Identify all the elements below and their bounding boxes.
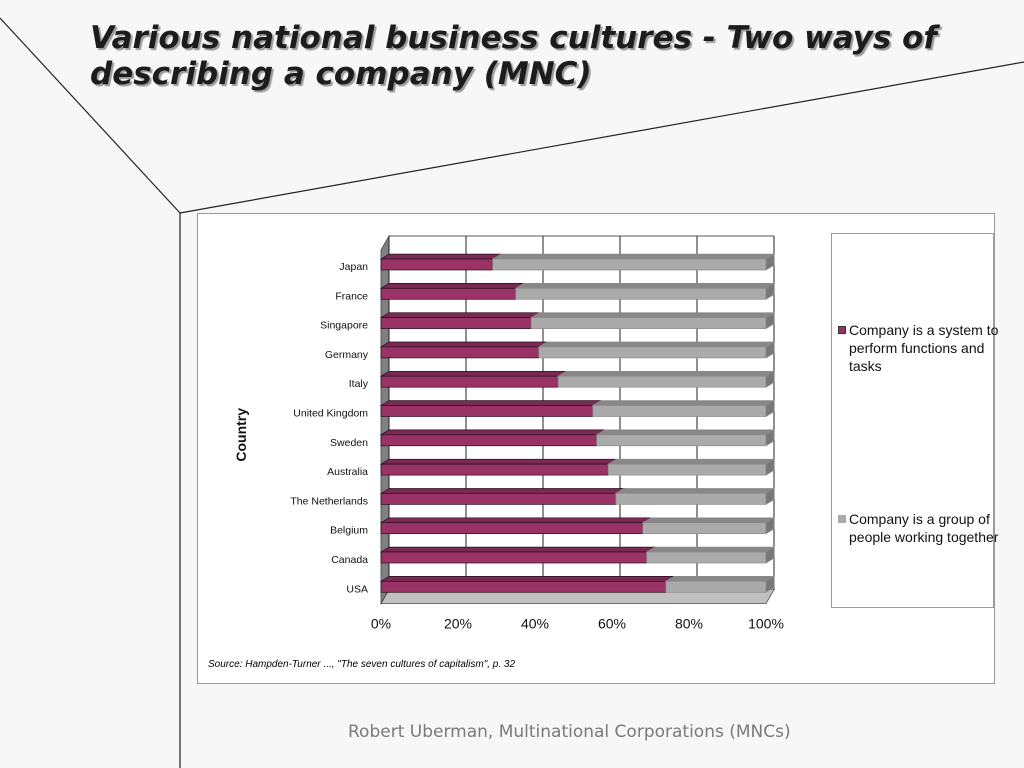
slide-footer: Robert Uberman, Multinational Corporatio… (348, 722, 791, 742)
bar-top-face (379, 370, 568, 377)
category-label: USA (346, 583, 368, 595)
bar-top-face (591, 400, 776, 406)
bar (665, 580, 767, 593)
bar (380, 551, 647, 564)
bar-top-face (379, 488, 626, 494)
legend-label-system: Company is a system to perform functions… (849, 322, 999, 374)
bar-top-face (556, 370, 776, 377)
category-label: Japan (339, 261, 368, 273)
bar-end-face (765, 487, 775, 506)
bar-end-face (765, 429, 775, 447)
bar (607, 463, 767, 476)
x-tick-label: 40% (521, 616, 549, 632)
bar (596, 434, 767, 447)
bar (380, 375, 559, 388)
bar-top-face (529, 312, 776, 318)
category-label: France (335, 290, 368, 302)
bar-top-face (664, 576, 776, 582)
bar-top-face (379, 546, 656, 553)
bar-top-face (645, 546, 776, 553)
bar-end-face (765, 517, 775, 535)
bar-top-face (606, 458, 776, 465)
slide-title: Various national business cultures - Two… (90, 20, 937, 92)
bar-top-face (514, 283, 776, 289)
bar-top-face (379, 283, 525, 289)
bar-top-face (379, 253, 502, 260)
bar-end-face (765, 399, 775, 418)
bar-top-face (641, 517, 776, 524)
bar (646, 551, 767, 564)
bar-top-face (595, 429, 776, 436)
bar (530, 317, 767, 329)
bar-end-face (765, 282, 775, 300)
bar (380, 580, 667, 593)
bar (492, 258, 767, 271)
bar-top-face (491, 253, 776, 260)
bar (380, 317, 532, 329)
category-label: Australia (327, 466, 368, 478)
category-label: United Kingdom (293, 408, 368, 420)
bar-top-face (379, 312, 541, 318)
category-label: Germany (325, 349, 369, 361)
bar (380, 434, 597, 447)
bar (380, 258, 494, 271)
legend-label-group: Company is a group of people working tog… (849, 511, 999, 545)
bar-chart: Japan France Singapore Germany Italy United K… (233, 234, 784, 632)
bar (380, 522, 644, 535)
bar-end-face (765, 253, 775, 271)
bar-end-face (765, 458, 775, 476)
category-label: Belgium (330, 525, 368, 537)
bar (615, 493, 767, 505)
x-tick-label: 0% (371, 616, 391, 632)
bar (642, 522, 767, 535)
bar-end-face (765, 312, 775, 330)
x-tick-label: 80% (675, 616, 703, 632)
category-label: Canada (331, 554, 368, 566)
y-axis-title: Country (233, 408, 249, 462)
x-tick-label: 60% (598, 616, 626, 632)
bar-top-face (537, 341, 776, 348)
chart-legend: Company is a system to perform functions… (831, 233, 998, 608)
bar (380, 346, 540, 359)
bar-end-face (765, 575, 775, 593)
chart-panel: Japan France Singapore Germany Italy United K… (197, 213, 998, 684)
bar (380, 405, 594, 417)
bar-end-face (765, 546, 775, 564)
bar (515, 287, 767, 300)
bar (538, 346, 767, 359)
bar-top-face (379, 517, 653, 524)
bar-top-face (379, 400, 602, 406)
legend-swatch-group (838, 515, 846, 523)
category-label: Sweden (330, 437, 368, 449)
legend-swatch-system (838, 326, 846, 334)
bar (592, 405, 767, 417)
bar (557, 375, 767, 388)
bar-top-face (614, 488, 776, 494)
category-label: Italy (349, 378, 369, 390)
x-tick-label: 20% (444, 616, 472, 632)
bar-top-face (379, 576, 676, 582)
bar-end-face (765, 341, 775, 359)
bar (380, 493, 617, 505)
bar (380, 463, 609, 476)
source-note: Source: Hampden-Turner ..., "The seven c… (208, 659, 516, 670)
category-label: The Netherlands (290, 495, 368, 507)
category-label: Singapore (320, 320, 368, 332)
bar-top-face (379, 458, 618, 465)
bar-top-face (379, 429, 606, 436)
bar-end-face (765, 370, 775, 388)
bar-top-face (379, 341, 549, 348)
bar (380, 287, 517, 300)
x-tick-label: 100% (748, 616, 784, 632)
